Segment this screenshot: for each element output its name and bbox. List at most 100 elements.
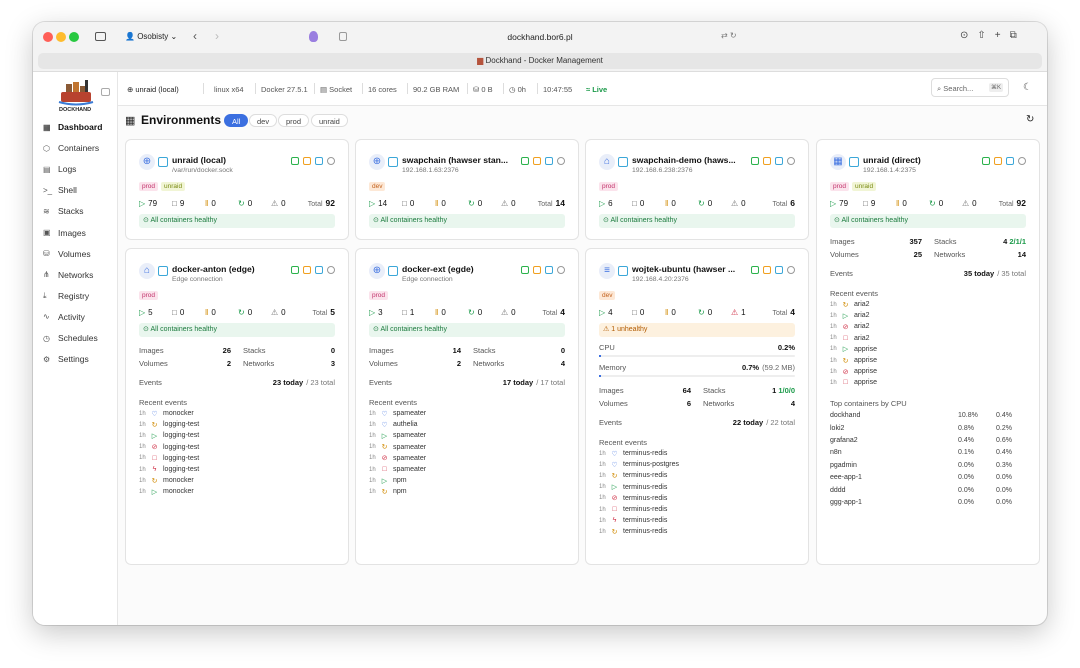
environment-card[interactable]: ▦ unraid (direct) 192.168.1.4:2375 prod unra…	[816, 139, 1040, 565]
search-box[interactable]: ⌕ Search... ⌘K	[931, 78, 1009, 97]
sidebar-toggle[interactable]	[95, 32, 106, 41]
environment-card[interactable]: ≡ wojtek-ubuntu (hawser ... 192.168.4.20:2…	[585, 248, 809, 565]
back-button[interactable]: ‹	[193, 29, 197, 43]
nav-item[interactable]: ≋ Stacks	[43, 206, 84, 216]
events-today: 17 today	[502, 378, 534, 387]
status-icon[interactable]	[775, 157, 783, 165]
nav-item[interactable]: ▣ Images	[43, 228, 86, 238]
stat-value: 0	[281, 307, 286, 317]
card-header: ⌂ docker-anton (edge) Edge connection	[139, 263, 335, 287]
status-icon[interactable]	[303, 266, 311, 274]
volumes-label: Volumes	[139, 359, 168, 368]
stat: ‖ 0	[665, 199, 698, 208]
refresh-button[interactable]: ↻	[1026, 114, 1035, 125]
status-icon[interactable]	[751, 157, 759, 165]
stat: ▷ 5	[139, 308, 172, 317]
status-icon[interactable]	[1018, 157, 1026, 165]
separator	[503, 83, 504, 94]
close-button[interactable]	[43, 32, 53, 42]
filter-pill[interactable]: All	[224, 114, 249, 127]
stat-value: 0	[281, 198, 286, 208]
toolbar-actions[interactable]: ⊙⇧+⧉	[960, 30, 1026, 41]
stat-value: 0	[179, 307, 185, 317]
environment-card[interactable]: ⌂ swapchain-demo (haws... 192.168.6.238:23…	[585, 139, 809, 240]
tab[interactable]: ▆ Dockhand - Docker Management	[38, 53, 1042, 69]
status-icon[interactable]	[751, 266, 759, 274]
status-icon[interactable]	[327, 157, 335, 165]
reader-icon[interactable]	[339, 32, 347, 41]
status-icon[interactable]	[291, 157, 299, 165]
minimize-button[interactable]	[56, 32, 66, 42]
filter-pill[interactable]: dev	[249, 114, 278, 127]
environment-card[interactable]: ⊕ unraid (local)/var/run/docker.sock prod u…	[125, 139, 349, 240]
status-icon[interactable]	[557, 266, 565, 274]
status-icon[interactable]	[557, 157, 565, 165]
event: 1h □ logging-test	[139, 453, 335, 464]
health-status: ⚠ 1 unhealthy	[599, 323, 795, 337]
nav-item[interactable]: ⬡ Containers	[43, 143, 99, 153]
event-container: aria2	[854, 334, 870, 342]
environment-card[interactable]: ⊕ swapchain (hawser stan... 192.168.1.63:2…	[355, 139, 579, 240]
stat-value: 0	[211, 198, 216, 208]
nav-item[interactable]: ∿ Activity	[43, 312, 85, 322]
status-icon[interactable]	[521, 266, 529, 274]
status-icon[interactable]	[1006, 157, 1014, 165]
translate-reload[interactable]: ⇄ ↻	[721, 31, 737, 40]
environment-card[interactable]: ⊕ docker-ext (egde) Edge connection prod ▷ 3 □…	[355, 248, 579, 565]
top-container: n8n 0.1% 0.4%	[830, 447, 1026, 459]
status-icon[interactable]	[763, 157, 771, 165]
nav-item[interactable]: ⤓ Registry	[43, 291, 89, 301]
nav-item[interactable]: ◷ Schedules	[43, 333, 98, 343]
nav-item[interactable]: ⋔ Networks	[43, 270, 93, 280]
status-icon[interactable]	[982, 157, 990, 165]
status-icon[interactable]	[994, 157, 1002, 165]
collapse-sidebar[interactable]	[101, 88, 110, 96]
zoom-button[interactable]	[69, 32, 79, 42]
nav-item[interactable]: >_ Shell	[43, 185, 77, 195]
status-icon[interactable]	[545, 266, 553, 274]
status-icon[interactable]	[521, 157, 529, 165]
event-container: terminus-postgres	[623, 461, 680, 469]
address-bar[interactable]: dockhand.bor6.pl	[507, 32, 573, 42]
container-stats: ▷ 4 □ 0 ‖ 0 ↻ 0 ⚠ 1 Total 4	[599, 306, 795, 318]
theme-toggle[interactable]: ☾	[1023, 82, 1032, 93]
event: 1h ⊘ spameater	[369, 453, 565, 464]
health-status: ⊙ All containers healthy	[599, 214, 795, 228]
status-icon[interactable]	[291, 266, 299, 274]
title-block: wojtek-ubuntu (hawser ... 192.168.4.20:23…	[632, 263, 735, 283]
system-info-text: Socket	[329, 85, 353, 94]
stat: ⚠ 0	[271, 308, 304, 317]
status-icon[interactable]	[303, 157, 311, 165]
container-name: loki2	[830, 424, 845, 432]
extension-icon[interactable]	[309, 31, 318, 42]
event-time: 1h	[369, 466, 376, 473]
header-icon: ▦	[125, 115, 136, 127]
nav-item[interactable]: ⚙ Settings	[43, 354, 89, 364]
nav-item[interactable]: ⛁ Volumes	[43, 249, 91, 259]
status-icon[interactable]	[327, 266, 335, 274]
forward-button[interactable]: ›	[215, 29, 219, 43]
filter-pill[interactable]: prod	[278, 114, 310, 127]
status-icon[interactable]	[533, 266, 541, 274]
profile-name: Osobisty	[137, 32, 169, 41]
stat-icon: ▷	[369, 198, 376, 208]
event-icon: ϟ	[152, 466, 157, 474]
nav-item[interactable]: ▦ Dashboard	[43, 122, 102, 132]
status-icon[interactable]	[787, 266, 795, 274]
status-icon[interactable]	[545, 157, 553, 165]
environment-card[interactable]: ⌂ docker-anton (edge) Edge connection prod ▷…	[125, 248, 349, 565]
status-icon[interactable]	[763, 266, 771, 274]
stat-value: 0	[477, 307, 483, 317]
filter-pill[interactable]: unraid	[311, 114, 348, 127]
profile-button[interactable]: 👤 Osobisty ⌄	[125, 32, 178, 41]
status-icon[interactable]	[787, 157, 795, 165]
status-icon[interactable]	[533, 157, 541, 165]
environment-selector[interactable]: ⊕ unraid (local)	[127, 85, 179, 94]
status-icon[interactable]	[315, 157, 323, 165]
status-icon[interactable]	[775, 266, 783, 274]
stat-value: 3	[378, 307, 383, 317]
top-container: loki2 0.8% 0.2%	[830, 422, 1026, 434]
tags: prod	[599, 182, 795, 192]
nav-item[interactable]: ▤ Logs	[43, 164, 76, 174]
status-icon[interactable]	[315, 266, 323, 274]
